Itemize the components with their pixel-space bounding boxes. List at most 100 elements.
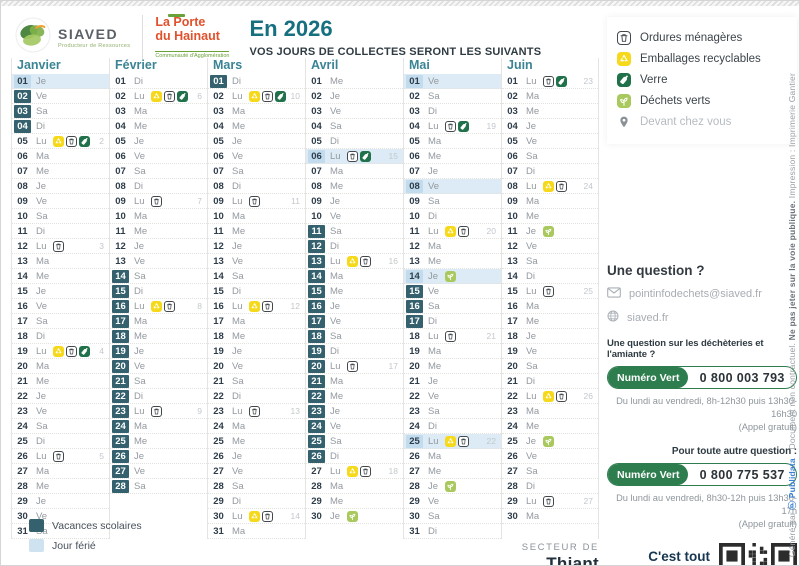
day-number: 02 — [14, 89, 31, 103]
trash-bin-icon — [543, 495, 554, 507]
day-row: 09 Ma — [502, 194, 598, 209]
ferie-label: Jour férié — [52, 539, 96, 552]
day-number: 03 — [311, 105, 322, 117]
day-row: 04 Lu 19 — [404, 119, 501, 134]
day-row: 02 Ma — [502, 89, 598, 104]
day-abbrev: Di — [134, 75, 143, 87]
day-abbrev: Di — [428, 315, 437, 327]
trash-bin-icon — [262, 90, 273, 102]
contact-panel: Une question ? pointinfodechets@siaved.f… — [607, 263, 797, 565]
day-number: 22 — [112, 389, 129, 403]
day-abbrev: Ma — [330, 165, 344, 177]
day-row: 02 Sa — [404, 89, 501, 104]
day-number: 19 — [308, 344, 325, 358]
day-row: 06 Ve — [208, 149, 305, 164]
day-abbrev: Ve — [232, 255, 244, 267]
day-number: 23 — [409, 405, 420, 417]
day-row: 04 Sa — [306, 119, 403, 134]
day-row: 08 Di — [110, 179, 207, 194]
day-row: 14 Sa — [110, 269, 207, 284]
day-abbrev: Lu — [36, 135, 47, 147]
day-number: 20 — [409, 360, 420, 372]
collection-icons — [347, 510, 358, 522]
day-abbrev: Je — [36, 495, 47, 507]
recycling-icon — [53, 135, 64, 147]
day-row: 07 Ma — [306, 164, 403, 179]
collection-icons — [445, 480, 456, 492]
recycling-icon — [445, 225, 456, 237]
day-abbrev: Me — [526, 420, 540, 432]
day-abbrev: Sa — [232, 165, 244, 177]
day-abbrev: Je — [134, 345, 145, 357]
period-legend: Vacances scolaires Jour férié — [29, 519, 142, 559]
day-number: 23 — [308, 404, 325, 418]
trash-bin-icon — [617, 31, 631, 45]
recycling-icon — [543, 180, 554, 192]
day-number: 02 — [311, 90, 322, 102]
day-abbrev: Ve — [526, 345, 538, 357]
porte-du-hainaut-line2: du Hainaut — [155, 28, 220, 43]
legend-item-verre: Verre — [617, 73, 787, 87]
day-row: 19 Ma — [404, 344, 501, 359]
day-row: 19 Ve — [502, 344, 598, 359]
edge-note: Généré par ⓟ Publidata Document non cont… — [785, 56, 798, 557]
day-row: 11 Di — [12, 224, 109, 239]
day-abbrev: Me — [232, 435, 246, 447]
day-abbrev: Di — [428, 525, 437, 537]
day-number: 05 — [17, 135, 28, 147]
day-abbrev: Ve — [526, 450, 538, 462]
siaved-logo: SIAVED Producteur de Ressources — [15, 17, 130, 58]
day-abbrev: Me — [330, 390, 344, 402]
day-number: 12 — [507, 240, 518, 252]
day-abbrev: Je — [36, 180, 47, 192]
website-row: siaved.fr — [607, 310, 797, 325]
day-row: 27 Me — [404, 464, 501, 479]
day-abbrev: Sa — [330, 435, 342, 447]
day-abbrev: Je — [330, 300, 341, 312]
day-number: 11 — [17, 225, 28, 237]
day-number: 28 — [507, 480, 518, 492]
email-link[interactable]: pointinfodechets@siaved.fr — [629, 288, 762, 300]
trash-bin-icon — [347, 150, 358, 162]
day-row: 22 Di — [208, 389, 305, 404]
day-abbrev: Di — [330, 240, 339, 252]
day-row: 21 Je — [404, 374, 501, 389]
month-name: Février — [115, 58, 157, 72]
day-row: 03 Ma — [110, 104, 207, 119]
day-row: 25 Di — [12, 434, 109, 449]
day-abbrev: Ma — [232, 210, 246, 222]
day-abbrev: Lu — [526, 495, 537, 507]
day-abbrev: Ma — [232, 105, 246, 117]
day-abbrev: Sa — [36, 315, 48, 327]
trash-bin-icon — [458, 225, 469, 237]
day-abbrev: Di — [232, 495, 241, 507]
day-number: 11 — [213, 225, 224, 237]
day-row: 24 Me — [502, 419, 598, 434]
glass-bottle-icon — [617, 73, 631, 87]
day-abbrev: Ma — [134, 105, 148, 117]
day-row: 30 Ve — [12, 509, 109, 524]
title-block: En 2026 VOS JOURS DE COLLECTES SERONT LE… — [249, 16, 541, 58]
day-row: 26 Ma — [404, 449, 501, 464]
green-waste-icon — [617, 94, 631, 108]
day-number: 14 — [112, 269, 129, 283]
day-number: 10 — [311, 210, 322, 222]
day-abbrev: Je — [36, 75, 47, 87]
legend-item-label: Devant chez vous — [640, 116, 732, 128]
collection-icons — [445, 270, 456, 282]
day-abbrev: Ma — [330, 375, 344, 387]
day-row: 11 Je — [502, 224, 598, 239]
collection-icons — [53, 450, 64, 462]
day-row: 06 Sa — [502, 149, 598, 164]
numero-vert-badge: Numéro Vert — [608, 464, 689, 486]
website-link[interactable]: siaved.fr — [627, 311, 669, 324]
day-number: 21 — [112, 374, 129, 388]
day-row: 09 Lu 7 — [110, 194, 207, 209]
day-abbrev: Ma — [232, 315, 246, 327]
day-abbrev: Je — [428, 375, 439, 387]
day-number: 21 — [17, 375, 28, 387]
day-row: 16 Sa — [404, 299, 501, 314]
day-row: 08 Ve — [404, 179, 501, 194]
day-abbrev: Di — [134, 390, 143, 402]
day-abbrev: Ma — [36, 150, 50, 162]
